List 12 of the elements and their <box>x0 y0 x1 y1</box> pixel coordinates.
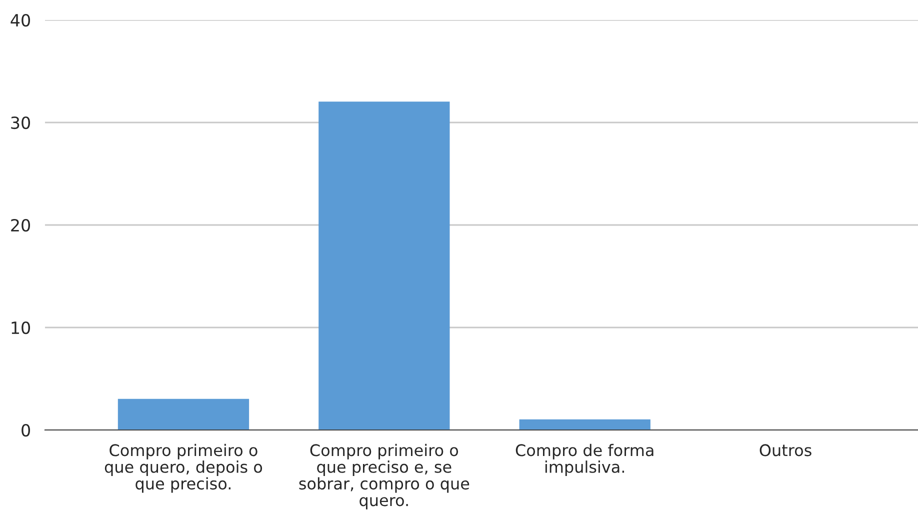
y-tick-label: 30 <box>11 116 30 130</box>
y-tick-label: 20 <box>11 218 30 232</box>
x-tick-label: Compro primeiro o que preciso e, se sobrar, compro o que quero. <box>299 444 470 510</box>
y-tick-label: 0 <box>22 424 30 437</box>
bar <box>519 419 650 430</box>
x-tick-label: Compro primeiro o que quero, depois o que preciso. <box>104 444 262 493</box>
y-tick-label: 40 <box>10 14 30 27</box>
x-tick-label: Compro de forma impulsiva. <box>516 444 654 476</box>
x-tick-label: Outros <box>760 444 812 456</box>
bar <box>118 398 250 430</box>
y-tick-label: 10 <box>12 321 30 334</box>
bar <box>318 102 450 430</box>
